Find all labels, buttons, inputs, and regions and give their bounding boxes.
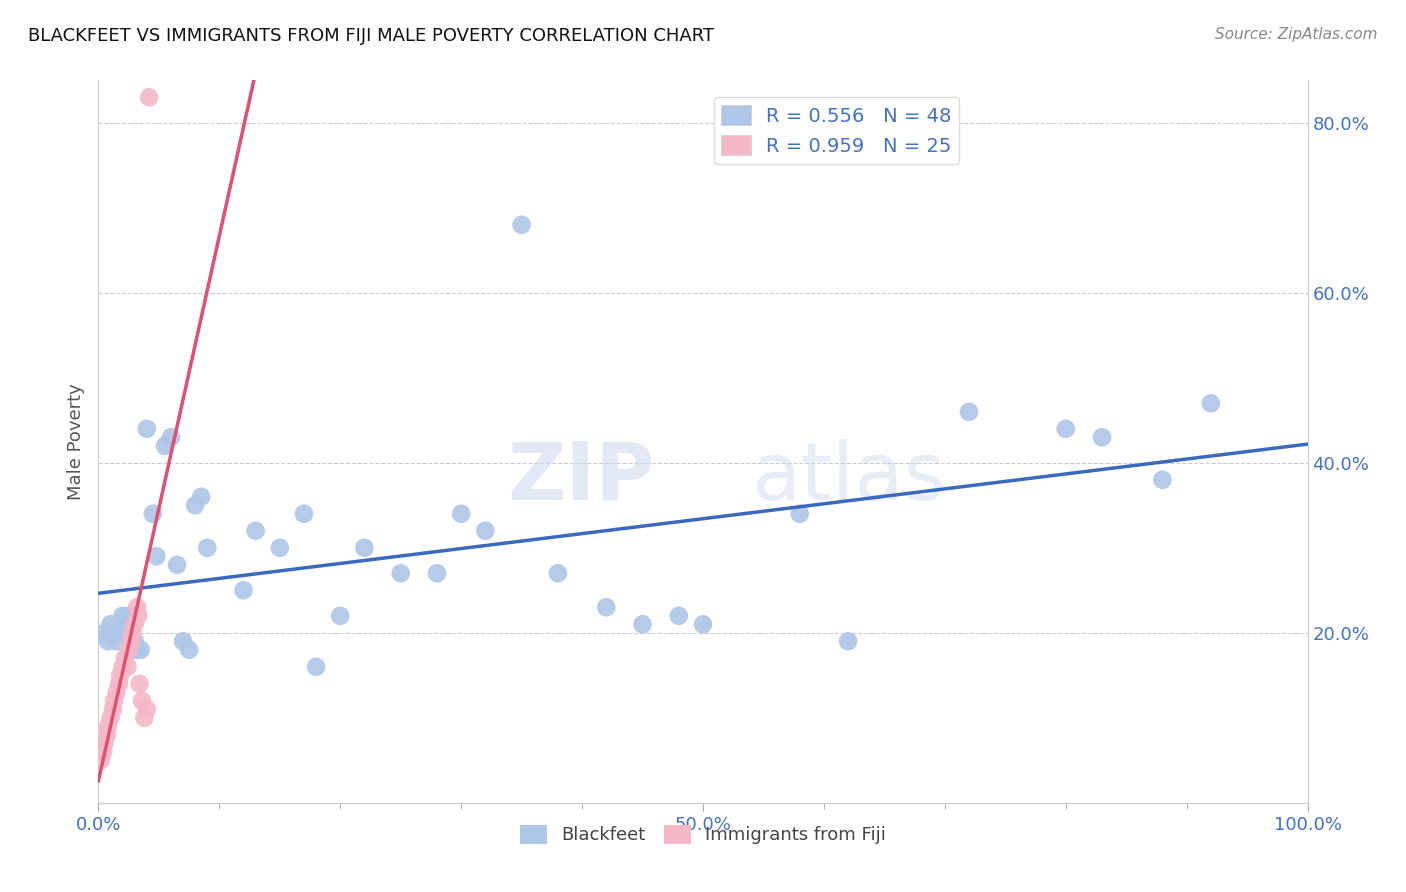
Point xyxy=(1054,422,1077,436)
Point xyxy=(127,608,149,623)
Point xyxy=(96,728,118,742)
Point xyxy=(97,719,120,733)
Point xyxy=(118,608,141,623)
Point xyxy=(142,507,165,521)
Point xyxy=(153,439,176,453)
Point xyxy=(129,642,152,657)
Point xyxy=(135,702,157,716)
Point xyxy=(353,541,375,555)
Point xyxy=(305,660,328,674)
Point xyxy=(292,507,315,521)
Point xyxy=(1152,473,1174,487)
Point xyxy=(105,634,128,648)
Y-axis label: Male Poverty: Male Poverty xyxy=(66,384,84,500)
Point xyxy=(789,507,811,521)
Point xyxy=(668,608,690,623)
Point xyxy=(135,422,157,436)
Point xyxy=(93,736,115,750)
Point xyxy=(108,625,131,640)
Point xyxy=(1199,396,1222,410)
Point xyxy=(329,608,352,623)
Point xyxy=(195,541,218,555)
Point xyxy=(232,583,254,598)
Point xyxy=(131,694,153,708)
Point xyxy=(138,90,160,104)
Point xyxy=(97,634,120,648)
Point xyxy=(245,524,267,538)
Point xyxy=(631,617,654,632)
Point xyxy=(101,702,124,716)
Point xyxy=(111,608,134,623)
Point xyxy=(121,625,143,640)
Point xyxy=(957,405,980,419)
Point xyxy=(474,524,496,538)
Point xyxy=(124,617,146,632)
Point xyxy=(124,634,146,648)
Point xyxy=(120,634,142,648)
Point xyxy=(101,625,124,640)
Point xyxy=(184,498,207,512)
Point xyxy=(100,711,122,725)
Point xyxy=(114,617,136,632)
Point xyxy=(120,617,142,632)
Point xyxy=(111,660,134,674)
Point xyxy=(117,660,139,674)
Text: BLACKFEET VS IMMIGRANTS FROM FIJI MALE POVERTY CORRELATION CHART: BLACKFEET VS IMMIGRANTS FROM FIJI MALE P… xyxy=(28,27,714,45)
Point xyxy=(134,711,156,725)
Point xyxy=(108,677,131,691)
Point xyxy=(93,625,115,640)
Point xyxy=(389,566,412,581)
Point xyxy=(114,651,136,665)
Point xyxy=(100,617,122,632)
Point xyxy=(103,694,125,708)
Text: atlas: atlas xyxy=(751,439,946,516)
Point xyxy=(127,642,149,657)
Point xyxy=(172,634,194,648)
Point xyxy=(118,642,141,657)
Point xyxy=(105,685,128,699)
Point xyxy=(692,617,714,632)
Legend: Blackfeet, Immigrants from Fiji: Blackfeet, Immigrants from Fiji xyxy=(513,818,893,852)
Point xyxy=(145,549,167,564)
Point xyxy=(837,634,859,648)
Point xyxy=(160,430,183,444)
Point xyxy=(128,677,150,691)
Point xyxy=(510,218,533,232)
Point xyxy=(108,668,131,682)
Text: ZIP: ZIP xyxy=(508,439,655,516)
Point xyxy=(91,745,114,759)
Point xyxy=(547,566,569,581)
Point xyxy=(166,558,188,572)
Point xyxy=(595,600,617,615)
Text: Source: ZipAtlas.com: Source: ZipAtlas.com xyxy=(1215,27,1378,42)
Point xyxy=(426,566,449,581)
Point xyxy=(90,753,112,767)
Point xyxy=(190,490,212,504)
Point xyxy=(179,642,201,657)
Point xyxy=(450,507,472,521)
Point xyxy=(269,541,291,555)
Point xyxy=(1091,430,1114,444)
Point xyxy=(127,600,149,615)
